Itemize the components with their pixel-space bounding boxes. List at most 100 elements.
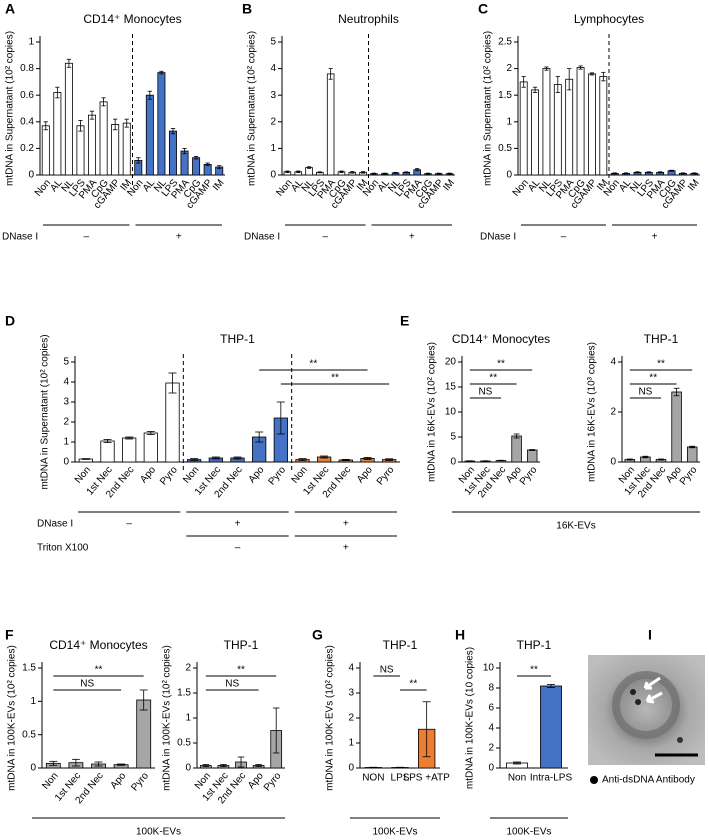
error-bar [532, 86, 538, 93]
y-tick-label: 5 [270, 37, 276, 48]
error-bar [202, 764, 210, 767]
y-tick-label: 4 [488, 723, 494, 734]
group-label: – [126, 519, 132, 530]
y-tick-label: 8 [488, 683, 494, 694]
error-bar [296, 170, 301, 174]
x-tick-label: IM [595, 178, 611, 194]
y-tick-label: 1 [348, 738, 354, 749]
group-row-label: Triton X100 [37, 543, 89, 554]
error-bar [555, 76, 560, 93]
y-tick-label: 15 [445, 382, 457, 393]
y-tick-label: 3 [63, 397, 69, 408]
group-label: + [235, 519, 241, 530]
error-bar [81, 458, 90, 460]
y-axis-label: mtDNA in Supernatant (10² copies) [247, 31, 258, 186]
error-bar [425, 172, 430, 175]
error-bar [350, 171, 355, 174]
y-axis-label: mtDNA in Supernatant (10² copies) [40, 334, 51, 489]
error-bar [320, 455, 329, 459]
y-axis-label: mtDNA in 100K-EVs (10² copies) [7, 645, 18, 791]
error-bar [341, 458, 350, 462]
significance-label: ** [309, 359, 317, 370]
error-bar [513, 433, 520, 439]
error-bar [71, 758, 80, 767]
significance-label: NS [225, 679, 239, 690]
y-tick-label: 2 [185, 663, 191, 674]
significance-label: ** [409, 679, 417, 690]
y-tick-label: 0 [506, 170, 512, 181]
y-tick-label: 0 [30, 763, 36, 774]
bar [99, 101, 108, 176]
y-tick-label: 4 [270, 63, 276, 74]
y-tick-label: 20 [445, 357, 457, 368]
error-bar [626, 458, 633, 461]
error-bar [393, 171, 398, 174]
panel-letter: C [478, 1, 488, 17]
micrograph [588, 655, 705, 784]
bar [671, 391, 682, 463]
chart-title: CD14⁺ Monocytes [452, 332, 550, 346]
panel-letter: A [5, 1, 15, 17]
chart-title: CD14⁺ Monocytes [83, 12, 181, 26]
chart-title: THP-1 [220, 332, 255, 346]
y-axis-label: mtDNA in 100K-EVs (10 copies) [465, 647, 476, 789]
x-tick-label: IM [686, 178, 702, 194]
bar [145, 94, 154, 176]
panel-letter: I [648, 627, 652, 643]
x-tick-label: Non [40, 771, 60, 792]
group-label: – [561, 232, 567, 243]
error-bar [66, 58, 72, 68]
bar [553, 84, 562, 176]
x-tick-label: Pyro [129, 770, 151, 793]
x-tick-label: NON [362, 773, 384, 784]
y-tick-label: 4 [63, 377, 69, 388]
error-bar [466, 460, 473, 462]
error-bar [78, 120, 83, 132]
group-row-label: DNase I [37, 519, 73, 530]
y-tick-label: 10 [445, 407, 457, 418]
error-bar [124, 118, 129, 128]
significance-label: ** [237, 665, 245, 676]
bar [192, 157, 201, 176]
group-label: + [409, 232, 415, 243]
bar [53, 92, 62, 176]
error-bar [168, 372, 177, 394]
y-tick-label: 0 [450, 457, 456, 468]
y-tick-label: 0 [610, 457, 616, 468]
y-tick-label: 3 [348, 688, 354, 699]
error-bar [521, 76, 526, 88]
y-tick-label: 2 [610, 407, 616, 418]
x-tick-label: Intra-LPS [530, 773, 573, 784]
y-tick-label: 3 [270, 90, 276, 101]
error-bar [415, 168, 420, 172]
bar [64, 62, 73, 176]
x-tick-label: Non [508, 773, 526, 784]
x-tick-label: Pyro [678, 464, 700, 487]
panel-letter: B [242, 1, 252, 17]
y-tick-label: 0.5 [498, 143, 512, 154]
significance-label: ** [331, 373, 339, 384]
y-tick-label: 1 [28, 37, 34, 48]
bar [531, 89, 539, 176]
significance-label: ** [95, 665, 103, 676]
x-tick-label: Apo [355, 464, 375, 485]
error-bar [205, 162, 210, 167]
y-tick-label: 0.4 [20, 116, 34, 127]
error-bar [101, 97, 106, 107]
x-tick-label: Apo [138, 464, 158, 485]
x-tick-label: Pyro [262, 770, 284, 793]
error-bar [147, 90, 152, 100]
significance-label: NS [478, 387, 492, 398]
error-bar [328, 68, 333, 80]
error-bar [136, 157, 141, 164]
y-tick-label: 1.5 [22, 663, 36, 674]
bar [540, 685, 562, 769]
group-label: – [322, 232, 328, 243]
error-bar [689, 445, 696, 449]
error-bar [94, 761, 103, 767]
significance-label: NS [638, 387, 652, 398]
y-tick-label: 0 [488, 763, 494, 774]
error-bar [529, 449, 536, 451]
y-tick-label: 2.5 [498, 37, 512, 48]
